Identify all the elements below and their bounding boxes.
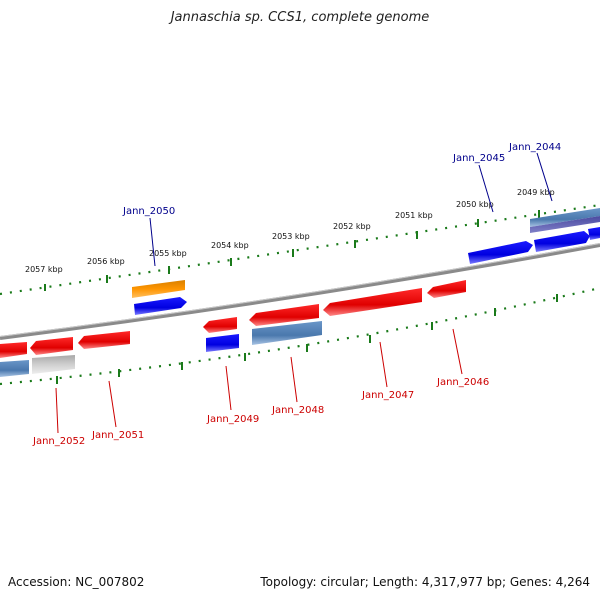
- outer-tick-ring: [0, 203, 600, 296]
- gene-feature[interactable]: [134, 297, 187, 315]
- gene-feature[interactable]: [468, 241, 533, 264]
- kbp-label: 2057 kbp: [25, 265, 63, 274]
- gene-label[interactable]: Jann_2052: [32, 436, 85, 447]
- gene-label[interactable]: Jann_2047: [361, 390, 414, 401]
- gene-feature[interactable]: [588, 227, 600, 240]
- gene-feature[interactable]: [78, 331, 130, 349]
- inner-major-ticks: [56, 294, 558, 384]
- gene-feature[interactable]: [203, 317, 237, 333]
- kbp-label: 2055 kbp: [149, 249, 187, 258]
- kbp-label: 2049 kbp: [517, 188, 555, 197]
- reverse-genes: [0, 280, 466, 377]
- gene-feature[interactable]: [427, 280, 466, 298]
- reverse-leader-lines: [55, 328, 463, 434]
- forward-leader-lines: [149, 152, 553, 267]
- kbp-label: 2056 kbp: [87, 257, 125, 266]
- gene-feature[interactable]: [530, 208, 600, 227]
- gene-label[interactable]: Jann_2046: [436, 377, 489, 388]
- kbp-label: 2051 kbp: [395, 211, 433, 220]
- gene-feature[interactable]: [530, 216, 600, 233]
- genome-summary-text: Topology: circular; Length: 4,317,977 bp…: [260, 575, 590, 589]
- genome-backbone: [0, 243, 600, 340]
- gene-feature[interactable]: [0, 360, 29, 377]
- gene-feature[interactable]: [249, 304, 319, 326]
- outer-major-ticks: [44, 210, 540, 291]
- gene-label[interactable]: Jann_2044: [508, 142, 561, 153]
- gene-feature[interactable]: [0, 342, 27, 358]
- kbp-label: 2054 kbp: [211, 241, 249, 250]
- gene-label[interactable]: Jann_2050: [122, 206, 175, 217]
- gene-feature[interactable]: [132, 280, 185, 298]
- gene-feature[interactable]: [534, 231, 590, 252]
- gene-label[interactable]: Jann_2049: [206, 414, 259, 425]
- kbp-label: 2053 kbp: [272, 232, 310, 241]
- gene-feature[interactable]: [252, 321, 322, 345]
- kbp-label: 2050 kbp: [456, 200, 494, 209]
- gene-feature[interactable]: [206, 334, 239, 352]
- gene-label[interactable]: Jann_2048: [271, 405, 324, 416]
- map-title: Jannaschia sp. CCS1, complete genome: [170, 10, 430, 25]
- kbp-label: 2052 kbp: [333, 222, 371, 231]
- gene-feature[interactable]: [323, 288, 422, 316]
- gene-feature[interactable]: [30, 337, 73, 355]
- forward-genes: [132, 208, 600, 315]
- accession-text: Accession: NC_007802: [8, 575, 145, 589]
- gene-label[interactable]: Jann_2051: [91, 430, 144, 441]
- gene-feature[interactable]: [32, 355, 75, 374]
- gene-label[interactable]: Jann_2045: [452, 153, 505, 164]
